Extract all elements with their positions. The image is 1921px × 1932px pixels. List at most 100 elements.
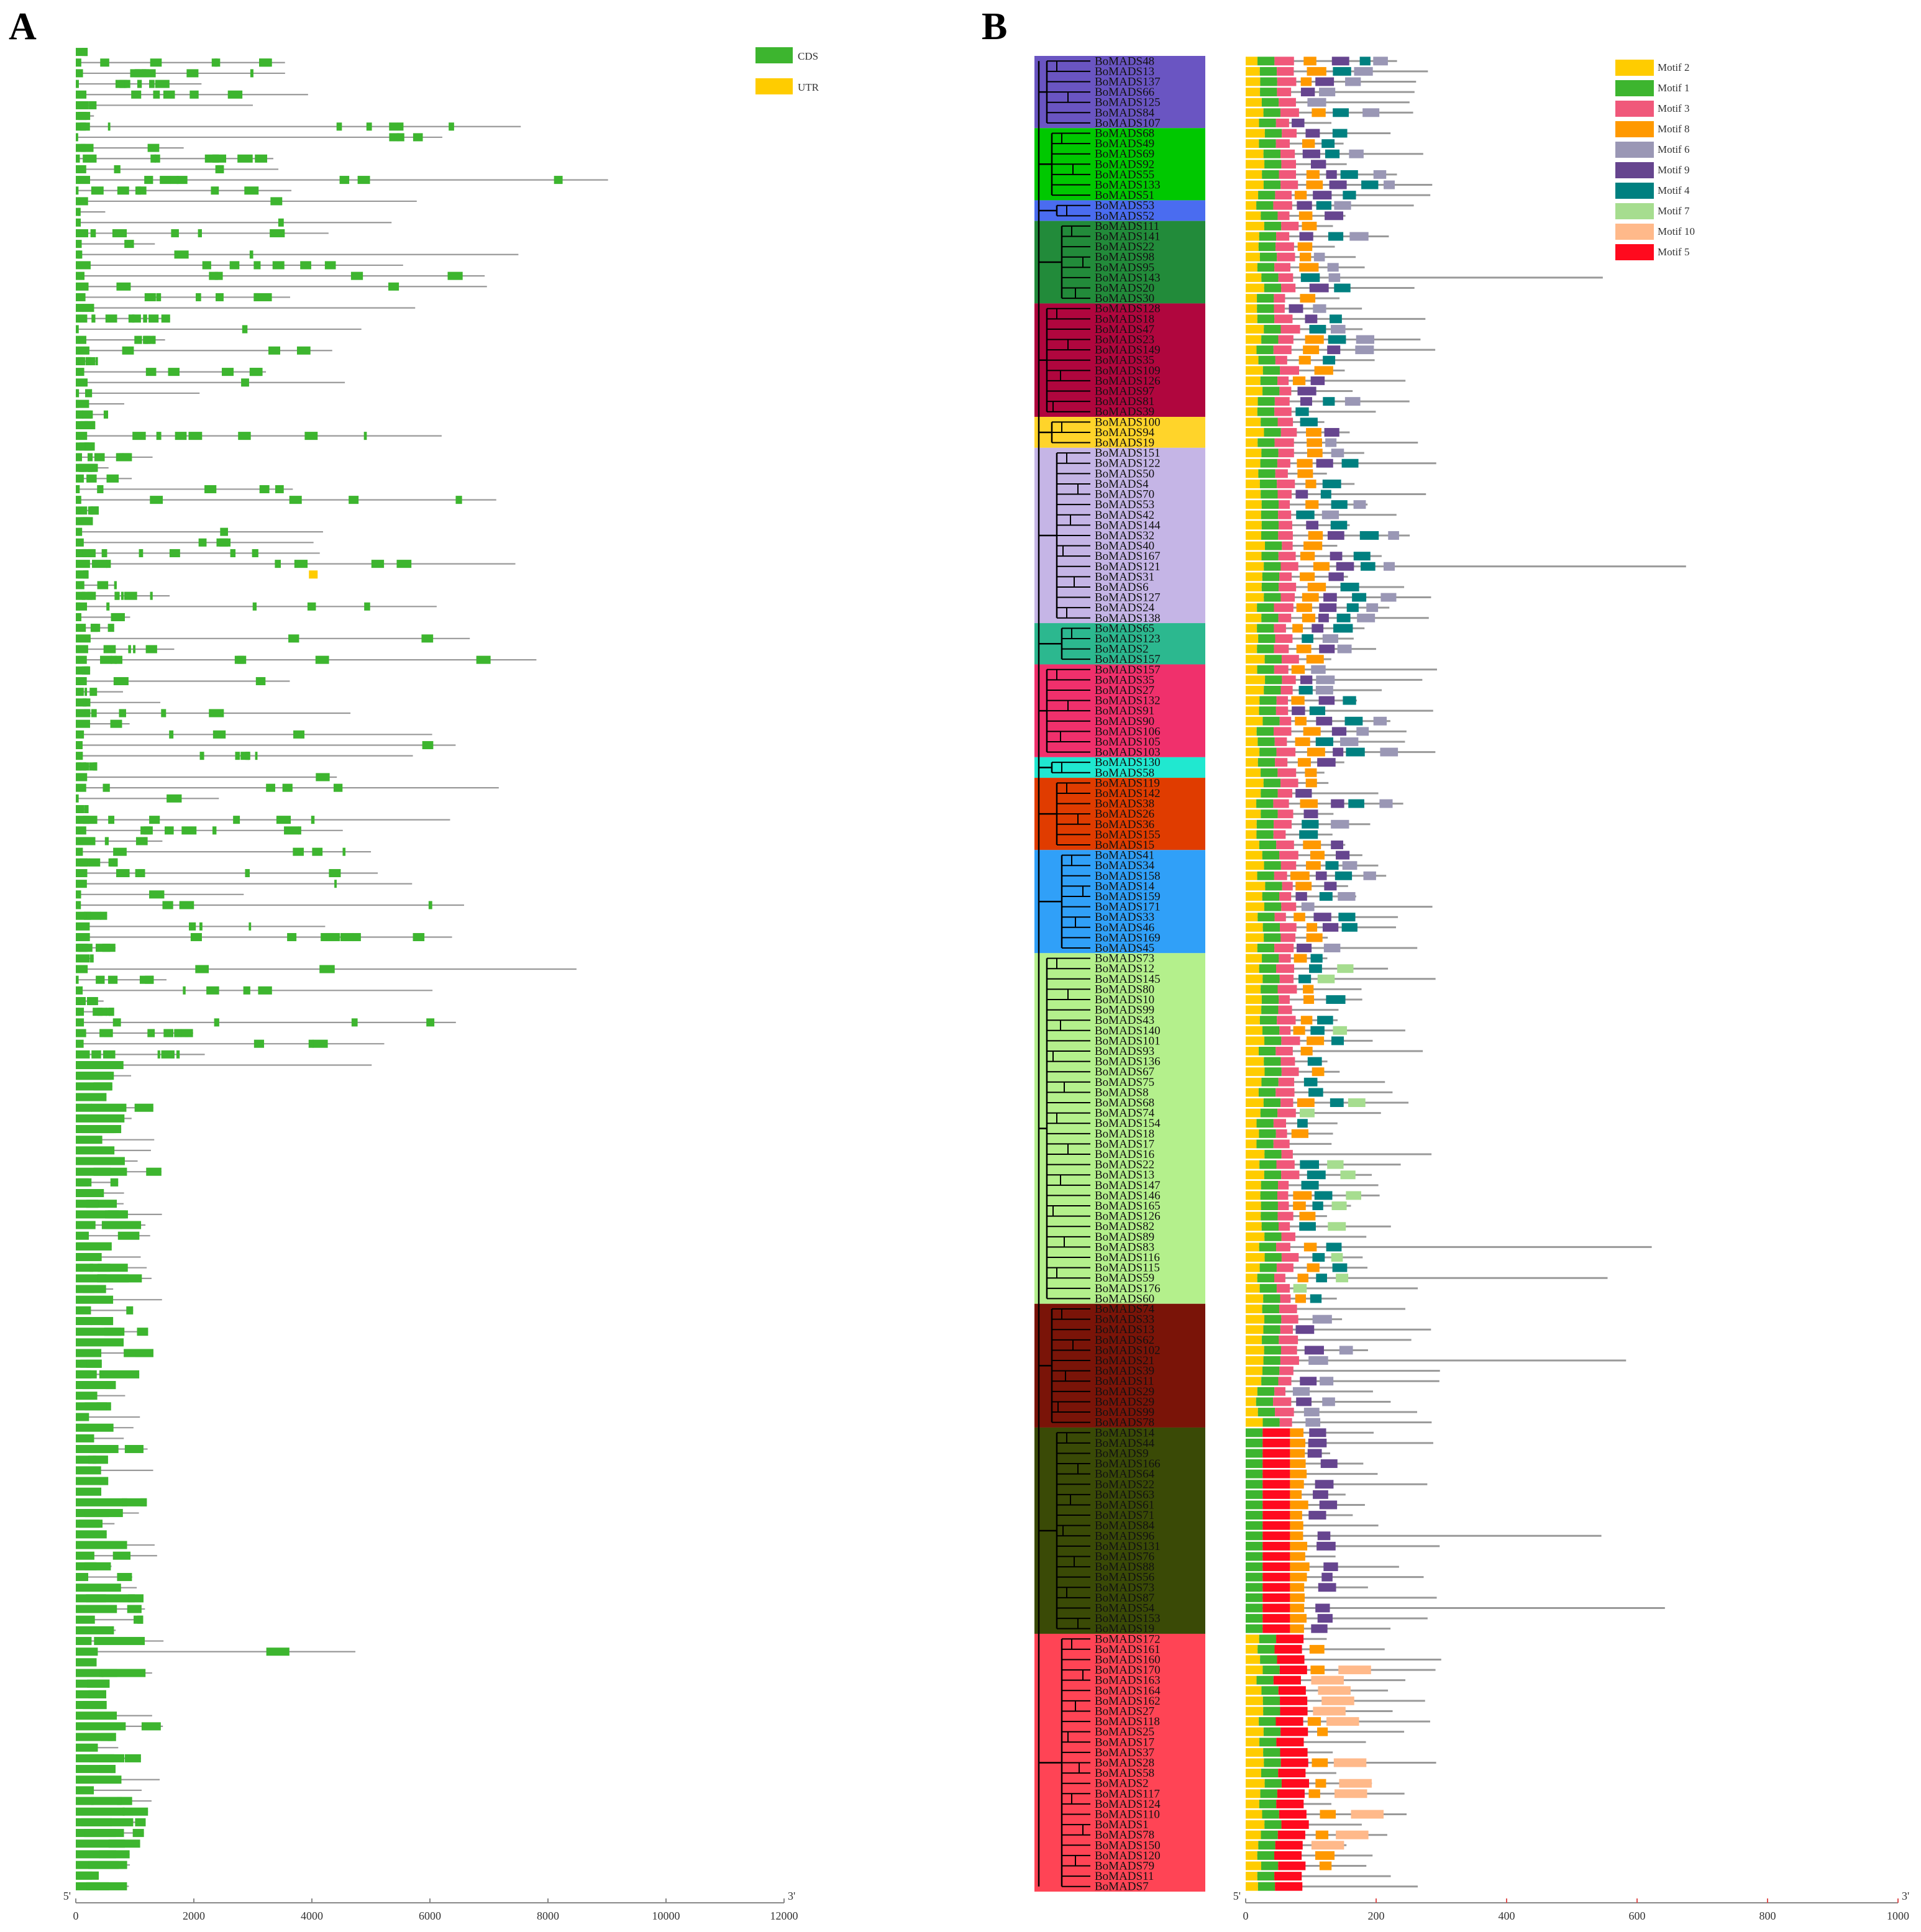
gene-45-cds: [86, 517, 91, 526]
gene-137-cds: [76, 1498, 127, 1506]
gene-119-cds: [126, 1306, 134, 1315]
motif-motif1-row-137: [1246, 1459, 1263, 1469]
motif-motif2-row-157: [1246, 1665, 1263, 1675]
gene-27-cds: [76, 325, 79, 334]
motif-motif1-row-68: [1259, 747, 1277, 757]
motif-motif2-row-122: [1246, 1305, 1262, 1314]
gene-38-cds: [85, 442, 93, 451]
gene-label-bomads78: BoMADS78: [1095, 1829, 1154, 1842]
motif-motif4-row-34: [1323, 397, 1335, 406]
motif-motif7-row-114: [1328, 1222, 1346, 1231]
gene-104-cds: [76, 1146, 115, 1155]
gene-2-cds: [76, 58, 81, 67]
motif-motif2-row-45: [1246, 510, 1261, 519]
gene-19-cds: [124, 240, 134, 248]
motif-motif2-row-70: [1246, 768, 1261, 777]
panel-b-legend-swatch-motif6: [1615, 142, 1654, 158]
motif-motif8-row-176: [1319, 1861, 1332, 1870]
gene-116-cds: [97, 1274, 142, 1283]
gene-label-bomads171: BoMADS171: [1095, 901, 1161, 914]
gene-68-cds: [76, 762, 86, 771]
motif-motif6-row-10: [1349, 149, 1364, 158]
gene-85-cds: [102, 944, 116, 952]
gene-21-cds: [253, 261, 261, 270]
motif-motif3-row-2: [1277, 66, 1294, 76]
gene-5-cds: [189, 90, 199, 99]
gene-54-cds: [111, 613, 125, 621]
motif-motif9-row-33: [1297, 386, 1316, 396]
gene-31-cds: [76, 368, 84, 376]
motif-motif2-row-56: [1246, 624, 1257, 633]
motif-motif9-row-49: [1330, 552, 1343, 561]
motif-motif3-row-113: [1277, 1211, 1294, 1221]
motif-motif2-row-42: [1246, 479, 1260, 488]
motif-motif3-row-38: [1274, 438, 1294, 447]
gene-74-cds: [181, 826, 197, 835]
motif-motif4-row-2: [1333, 66, 1351, 76]
motif-motif2-row-158: [1246, 1675, 1257, 1685]
motif-motif10-row-161: [1313, 1706, 1346, 1716]
gene-18-cds: [198, 229, 202, 237]
motif-motif1-row-161: [1263, 1706, 1280, 1716]
motif-motif9-row-40: [1316, 458, 1333, 468]
motif-motif2-row-59: [1246, 655, 1265, 664]
panel-b-legend-label-motif9: Motif 9: [1658, 164, 1689, 176]
motif-motif5-row-158: [1273, 1675, 1301, 1685]
motif-motif2-row-51: [1246, 572, 1262, 581]
motif-motif1-row-117: [1264, 1253, 1282, 1262]
panel-a-legend-label-cds: CDS: [798, 50, 818, 62]
motif-motif3-row-122: [1279, 1305, 1297, 1314]
motif-motif4-row-36: [1300, 417, 1318, 427]
gene-6-cds: [76, 101, 89, 109]
motif-motif3-row-36: [1277, 417, 1294, 427]
motif-motif2-row-62: [1246, 685, 1264, 695]
gene-14-cds: [117, 186, 129, 195]
gene-47-cds: [198, 538, 207, 547]
motif-motif4-row-98: [1307, 1057, 1322, 1066]
motif-motif1-row-159: [1261, 1686, 1279, 1695]
gene-165-cds: [91, 1797, 122, 1805]
gene-34-cds: [76, 399, 89, 408]
motif-motif2-row-95: [1246, 1026, 1263, 1035]
panel-b-legend-label-motif6: Motif 6: [1658, 144, 1689, 155]
gene-39-cds: [87, 453, 93, 462]
gene-67-cds: [199, 752, 204, 760]
motif-motif8-row-138: [1290, 1469, 1307, 1479]
motif-motif8-row-151: [1290, 1603, 1305, 1613]
motif-motif8-row-105: [1291, 1129, 1308, 1138]
motif-motif3-row-15: [1273, 201, 1292, 210]
motif-motif3-row-39: [1278, 449, 1294, 458]
gene-label-bomads7: BoMADS7: [1095, 1880, 1149, 1893]
gene-label-bomads130: BoMADS130: [1095, 756, 1161, 769]
motif-motif8-row-135: [1290, 1438, 1305, 1447]
gene-160-cds: [76, 1743, 98, 1752]
gene-label-bomads12: BoMADS12: [1095, 962, 1154, 975]
gene-54-cds: [76, 613, 81, 621]
motif-motif2-row-13: [1246, 180, 1264, 189]
motif-motif4-row-110: [1301, 1180, 1319, 1190]
gene-label-bomads125: BoMADS125: [1095, 96, 1161, 109]
motif-motif2-row-84: [1246, 913, 1258, 922]
motif-motif9-row-152: [1317, 1614, 1333, 1623]
gene-129-cds: [76, 1413, 89, 1421]
gene-label-bomads30: BoMADS30: [1095, 292, 1154, 305]
gene-48-cds: [82, 549, 96, 557]
motif-motif2-row-32: [1246, 376, 1261, 385]
gene-76-cds: [113, 847, 127, 856]
motif-motif1-row-61: [1265, 675, 1282, 685]
motif-motif4-row-101: [1308, 1088, 1323, 1097]
motif-motif8-row-14: [1294, 191, 1307, 200]
motif-motif9-row-23: [1309, 283, 1329, 293]
motif-motif3-row-116: [1276, 1242, 1290, 1252]
motif-motif8-row-121: [1295, 1294, 1307, 1303]
motif-motif5-row-177: [1274, 1872, 1302, 1881]
gene-118-cds: [76, 1295, 114, 1304]
motif-motif5-row-147: [1262, 1562, 1290, 1572]
gene-11-cds: [83, 154, 97, 163]
motif-motif5-row-172: [1281, 1820, 1309, 1829]
gene-label-bomads37: BoMADS37: [1095, 1746, 1154, 1759]
motif-motif5-row-170: [1276, 1799, 1304, 1808]
motif-motif1-row-72: [1261, 789, 1278, 798]
gene-51-cds: [97, 581, 109, 590]
gene-28-cds: [134, 335, 142, 344]
